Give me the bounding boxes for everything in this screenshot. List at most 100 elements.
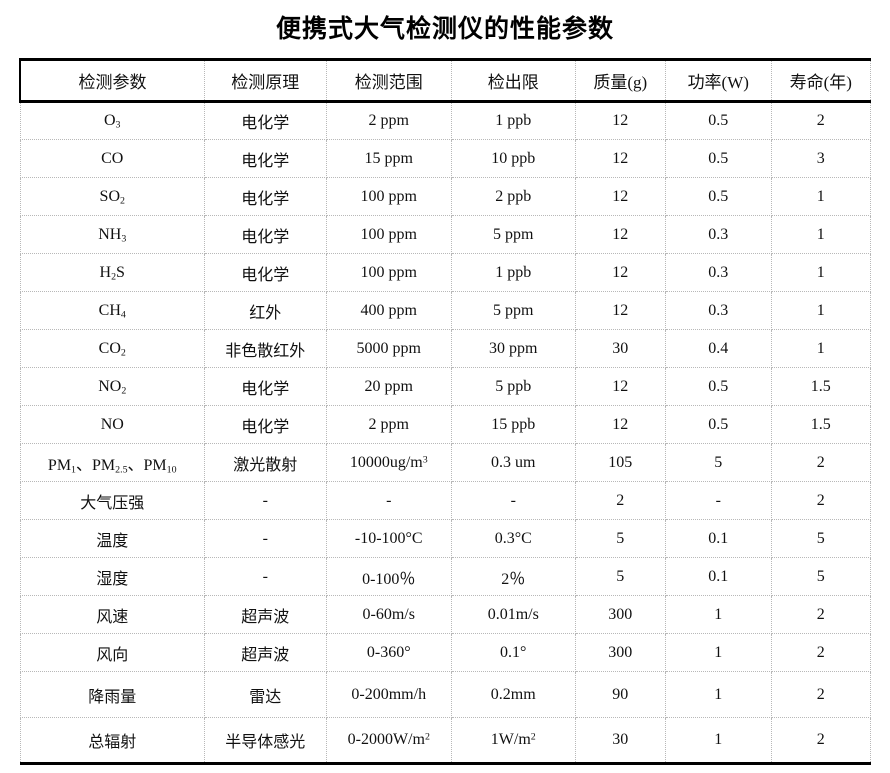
column-header: 检出限 <box>450 59 576 103</box>
table-cell: 2 <box>770 633 871 672</box>
table-cell: 1 ppb <box>450 101 576 140</box>
table-cell: 300 <box>574 633 666 672</box>
table-cell: 0-2000W/m2 <box>325 717 452 764</box>
table-row: 降雨量 雷达 0-200mm/h 0.2mm 90 1 2 <box>19 671 871 718</box>
table-cell: 2 <box>770 671 871 718</box>
table-row: 温度 - -10-100°C 0.3°C 5 0.1 5 <box>19 519 871 558</box>
page-title: 便携式大气检测仪的性能参数 <box>275 16 614 43</box>
table-cell: 1.5 <box>770 405 871 444</box>
table-cell: 30 ppm <box>450 329 576 368</box>
table-cell: PM1、PM2.5、PM10 <box>19 443 205 482</box>
table-cell: 温度 <box>19 519 205 558</box>
table-row: NO 电化学 2 ppm 15 ppb 12 0.5 1.5 <box>19 405 871 444</box>
table-row: CO 电化学 15 ppm 10 ppb 12 0.5 3 <box>19 139 871 178</box>
table-cell: SO2 <box>19 177 205 216</box>
table-cell: 0.1 <box>664 557 772 596</box>
table-row: SO2 电化学 100 ppm 2 ppb 12 0.5 1 <box>19 177 871 216</box>
table-cell: 电化学 <box>203 177 327 216</box>
table-cell: 0.01m/s <box>450 595 576 634</box>
table-cell: 电化学 <box>203 367 327 406</box>
table-cell: 电化学 <box>203 253 327 292</box>
table-cell: 0.2mm <box>450 671 576 718</box>
table-cell: H2S <box>19 253 205 292</box>
table-cell: 0.5 <box>664 177 772 216</box>
table-cell: NO2 <box>19 367 205 406</box>
table-cell: 2 <box>770 481 871 520</box>
table-cell: NO <box>19 405 205 444</box>
table-cell: 5 <box>574 557 666 596</box>
table-row: 总辐射 半导体感光 0-2000W/m2 1W/m2 30 1 2 <box>19 717 871 764</box>
table-row: NH3 电化学 100 ppm 5 ppm 12 0.3 1 <box>19 215 871 254</box>
table-cell: 10 ppb <box>450 139 576 178</box>
table-cell: 红外 <box>203 291 327 330</box>
table-cell: 0.5 <box>664 139 772 178</box>
table-cell: 0.5 <box>664 405 772 444</box>
table-cell: 2 <box>770 595 871 634</box>
column-header: 检测参数 <box>19 59 205 103</box>
table-cell: - <box>203 519 327 558</box>
table-row: PM1、PM2.5、PM10 激光散射 10000ug/m3 0.3 um 105 5 2 <box>19 443 871 482</box>
table-cell: 0.1° <box>450 633 576 672</box>
table-cell: - <box>203 481 327 520</box>
table-cell: 0.4 <box>664 329 772 368</box>
table-cell: 雷达 <box>203 671 327 718</box>
table-cell: 12 <box>574 405 666 444</box>
table-row: H2S 电化学 100 ppm 1 ppb 12 0.3 1 <box>19 253 871 292</box>
table-cell: 半导体感光 <box>203 717 327 764</box>
table-cell: 超声波 <box>203 595 327 634</box>
table-cell: 1W/m2 <box>450 717 576 764</box>
table-cell: - <box>664 481 772 520</box>
table-cell: 5000 ppm <box>325 329 452 368</box>
column-header: 检测范围 <box>325 59 452 103</box>
table-cell: CO2 <box>19 329 205 368</box>
table-cell: - <box>325 481 452 520</box>
table-cell: 105 <box>574 443 666 482</box>
table-row: CO2 非色散红外 5000 ppm 30 ppm 30 0.4 1 <box>19 329 871 368</box>
table-cell: 0.1 <box>664 519 772 558</box>
table-body: O3 电化学 2 ppm 1 ppb 12 0.5 2 CO 电化学 15 ppm 10 ppb 12… <box>19 101 871 764</box>
table-cell: 2 <box>770 443 871 482</box>
table-cell: 20 ppm <box>325 367 452 406</box>
table-cell: 12 <box>574 139 666 178</box>
table-cell: 大气压强 <box>19 481 205 520</box>
table-cell: 1 <box>664 633 772 672</box>
table-cell: 非色散红外 <box>203 329 327 368</box>
table-cell: 1 ppb <box>450 253 576 292</box>
table-cell: 电化学 <box>203 101 327 140</box>
table-cell: 0.5 <box>664 101 772 140</box>
table-cell: CO <box>19 139 205 178</box>
table-row: NO2 电化学 20 ppm 5 ppb 12 0.5 1.5 <box>19 367 871 406</box>
table-cell: 0-360° <box>325 633 452 672</box>
table-cell: 湿度 <box>19 557 205 596</box>
table-cell: 5 <box>664 443 772 482</box>
table-cell: 1 <box>770 253 871 292</box>
table-cell: - <box>450 481 576 520</box>
table-cell: 风速 <box>19 595 205 634</box>
table-cell: 0-100％ <box>325 557 452 596</box>
table-cell: 1 <box>770 329 871 368</box>
column-header: 功率(W) <box>664 59 772 103</box>
table-cell: 1 <box>664 595 772 634</box>
performance-table: 检测参数 检测原理 检测范围 检出限 质量(g) 功率(W) 寿命(年) O3 电化学 2 pp… <box>19 58 871 765</box>
table-cell: 100 ppm <box>325 215 452 254</box>
table-cell: NH3 <box>19 215 205 254</box>
table-cell: -10-100°C <box>325 519 452 558</box>
table-cell: 5 ppm <box>450 291 576 330</box>
table-cell: 12 <box>574 101 666 140</box>
table-cell: 0.5 <box>664 367 772 406</box>
table-header: 检测参数 检测原理 检测范围 检出限 质量(g) 功率(W) 寿命(年) <box>19 59 871 103</box>
table-cell: 30 <box>574 717 666 764</box>
table-cell: 电化学 <box>203 405 327 444</box>
table-cell: 2 ppm <box>325 101 452 140</box>
table-row: 湿度 -0-100％ 2％ 5 0.1 5 <box>19 557 871 596</box>
header-row: 检测参数 检测原理 检测范围 检出限 质量(g) 功率(W) 寿命(年) <box>19 59 871 103</box>
table-cell: 1 <box>770 215 871 254</box>
table-cell: 5 <box>770 519 871 558</box>
table-cell: 超声波 <box>203 633 327 672</box>
table-row: O3 电化学 2 ppm 1 ppb 12 0.5 2 <box>19 101 871 140</box>
column-header: 检测原理 <box>203 59 327 103</box>
table-cell: 300 <box>574 595 666 634</box>
table-row: 风向 超声波 0-360° 0.1° 300 1 2 <box>19 633 871 672</box>
table-cell: 100 ppm <box>325 177 452 216</box>
table-cell: 0-60m/s <box>325 595 452 634</box>
